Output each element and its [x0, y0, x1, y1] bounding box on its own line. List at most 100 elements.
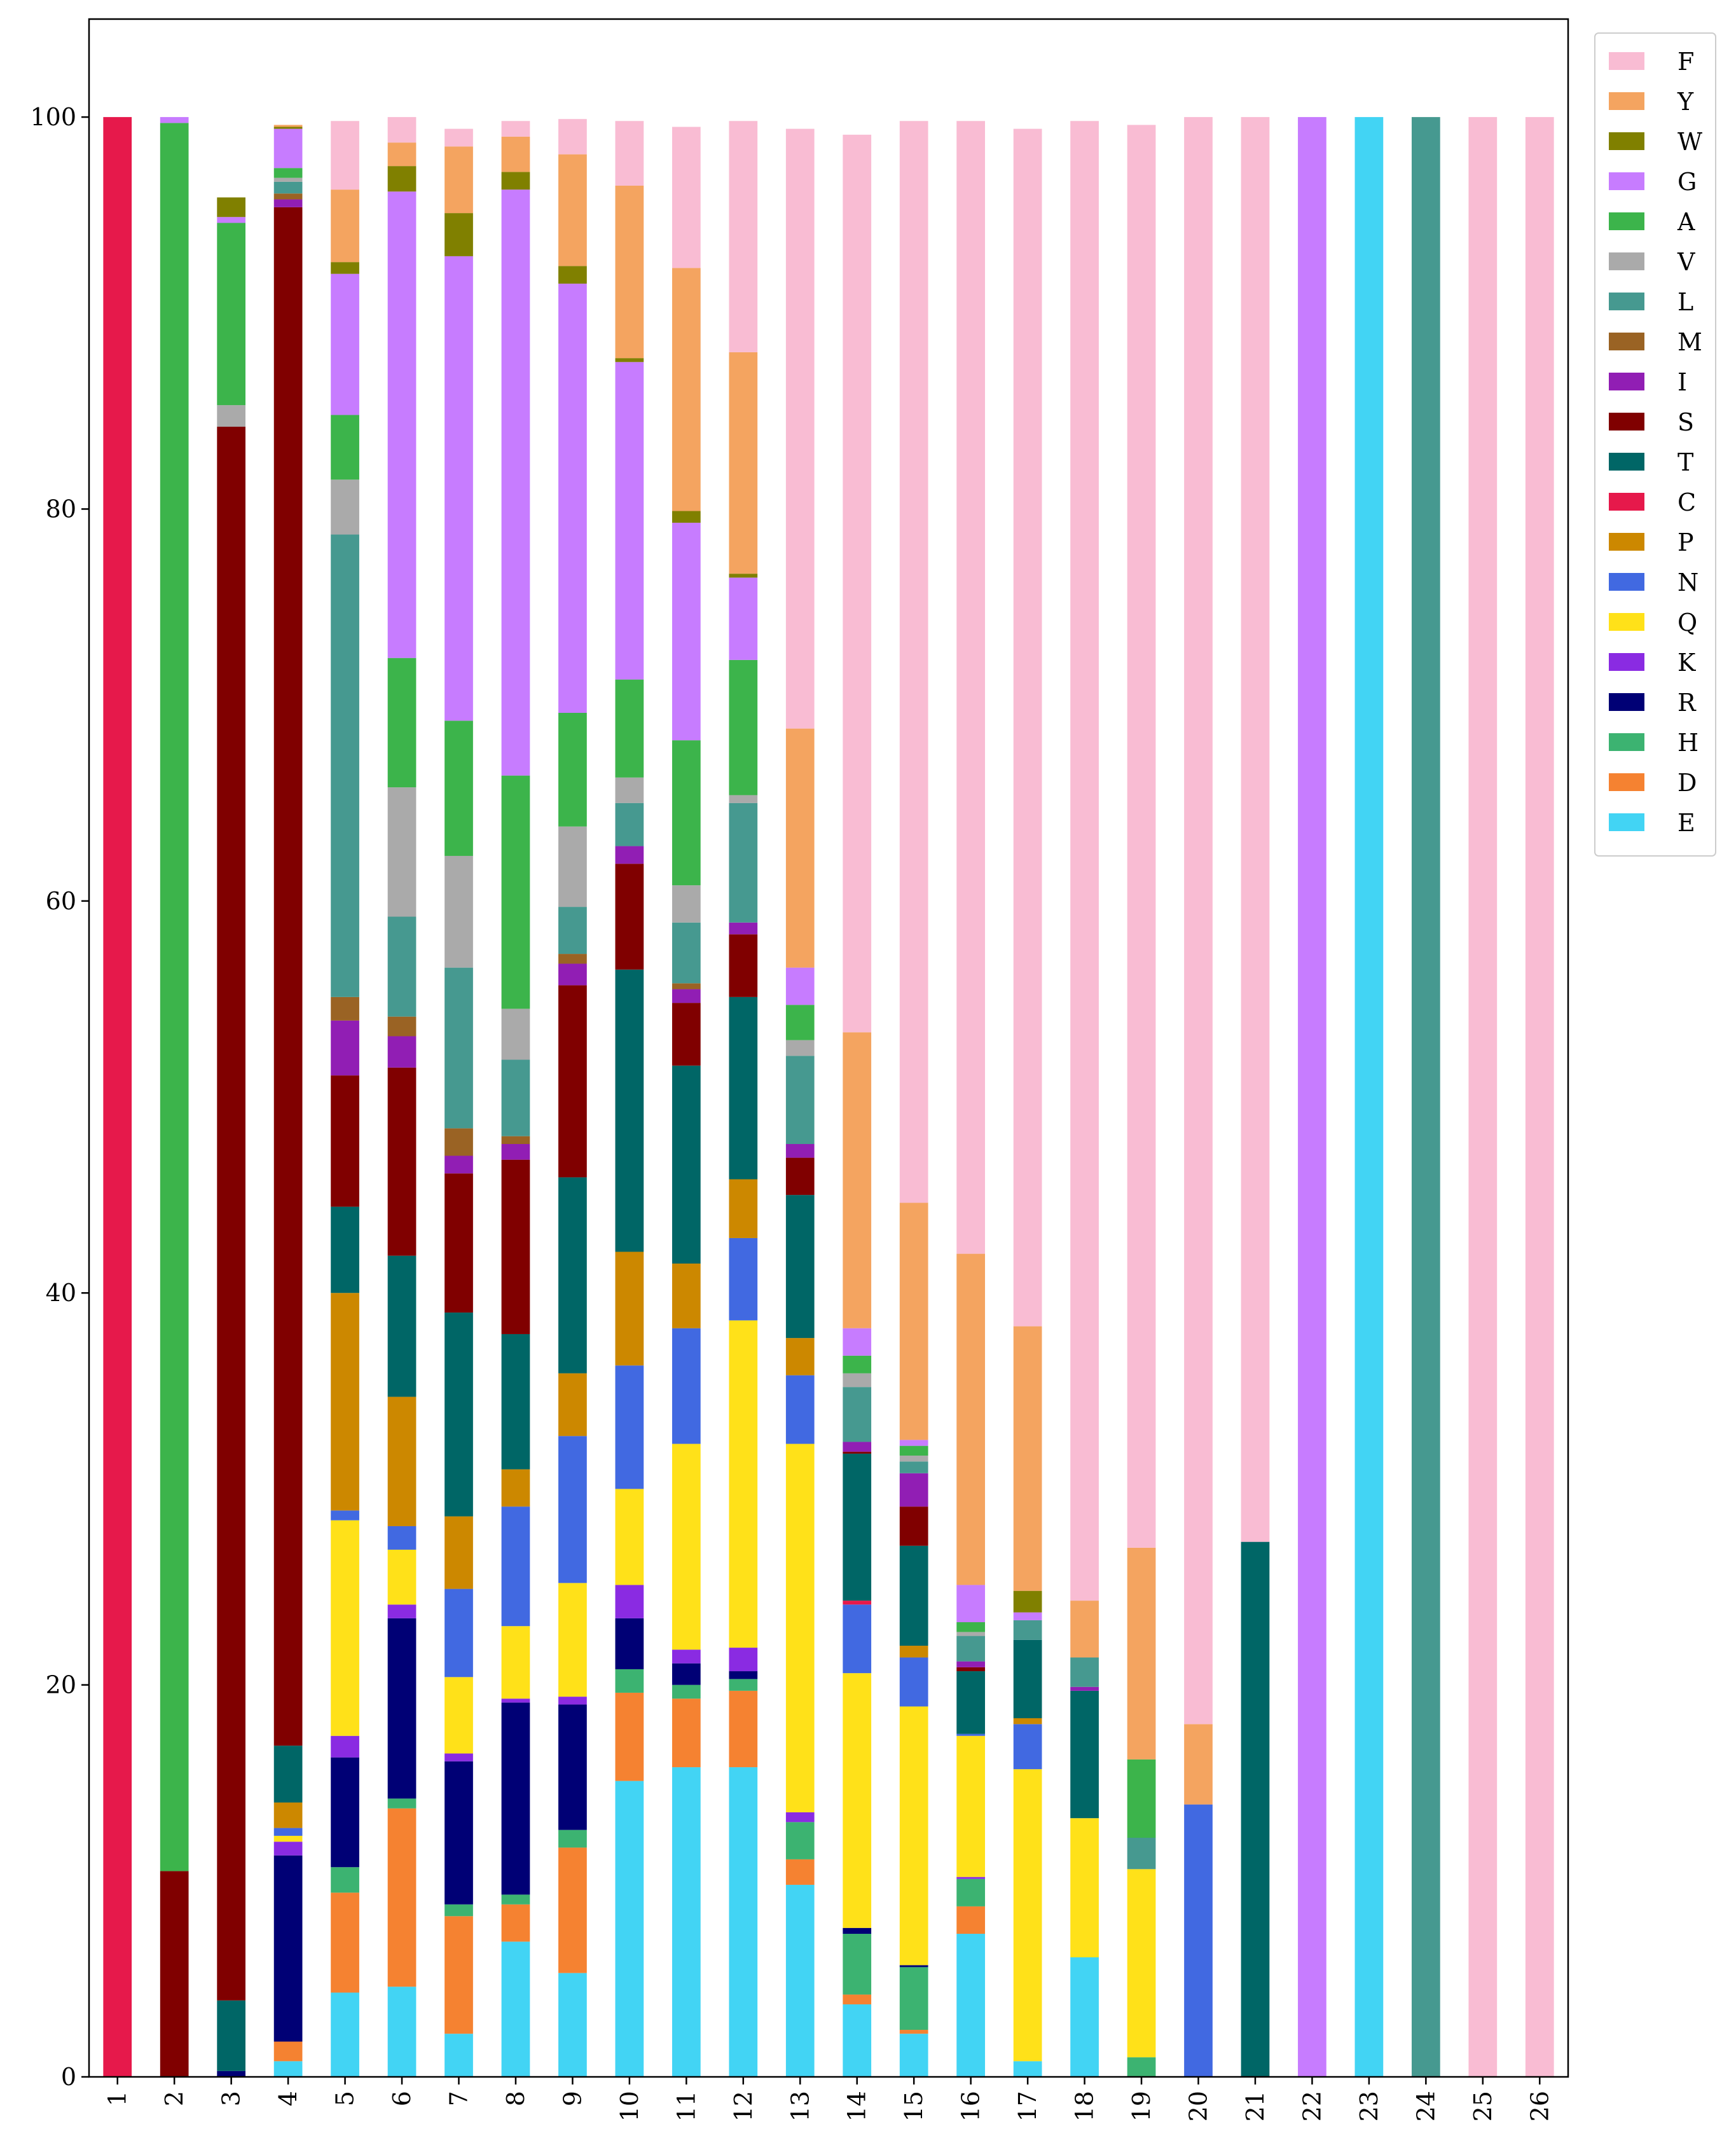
legend-swatch-c	[1609, 493, 1644, 511]
bar-segment-f-12	[729, 121, 758, 352]
bar-segment-d-9	[558, 1847, 587, 1973]
bar-segment-s-16	[956, 1667, 986, 1672]
bar-segment-k-9	[558, 1697, 587, 1705]
legend-swatch-n	[1609, 573, 1644, 591]
bar-segment-p-4	[273, 1802, 303, 1828]
bar-segment-p-9	[558, 1373, 587, 1437]
bar-segment-y-8	[501, 136, 530, 172]
bar-segment-f-26	[1525, 117, 1554, 2077]
bar-segment-n-17	[1013, 1724, 1042, 1770]
legend-swatch-v	[1609, 252, 1644, 270]
legend-swatch-m	[1609, 333, 1644, 350]
bar-segment-y-20	[1184, 1724, 1213, 1805]
bar-segment-t-14	[843, 1453, 872, 1601]
bar-segment-l-16	[956, 1636, 986, 1662]
bar-segment-i-5	[331, 1020, 359, 1076]
legend-label-i: I	[1677, 368, 1687, 396]
bar-segment-p-6	[387, 1396, 417, 1526]
bar-segment-l-10	[615, 803, 644, 846]
legend-swatch-w	[1609, 132, 1644, 150]
bar-segment-n-7	[444, 1588, 473, 1678]
bar-segment-r-6	[387, 1618, 417, 1799]
x-tick-label: 12	[729, 2091, 757, 2121]
bar-segment-a-6	[387, 658, 417, 788]
bar-segment-q-14	[843, 1673, 872, 1928]
bar-segment-t-21	[1241, 1541, 1270, 2077]
bar-segment-v-8	[501, 1009, 530, 1060]
bar-segment-d-16	[956, 1906, 986, 1934]
bar-segment-q-8	[501, 1626, 530, 1699]
bar-segment-t-17	[1013, 1639, 1042, 1719]
bar-segment-q-19	[1127, 1869, 1156, 2058]
legend-label-t: T	[1677, 448, 1693, 476]
bar-segment-d-15	[899, 2030, 928, 2034]
legend-label-y: Y	[1677, 88, 1694, 116]
x-tick-label: 19	[1127, 2091, 1155, 2121]
bar-segment-f-6	[387, 117, 417, 143]
bar-segment-a-7	[444, 720, 473, 856]
bar-segment-i-18	[1070, 1686, 1099, 1691]
plot-frame	[88, 18, 1569, 2078]
bar-segment-a-14	[843, 1355, 872, 1374]
bar-segment-a-11	[672, 740, 701, 886]
bar-segment-v-9	[558, 826, 587, 907]
bar-segment-a-4	[273, 168, 303, 178]
bar-segment-i-4	[273, 199, 303, 207]
bar-segment-k-7	[444, 1753, 473, 1761]
legend-swatch-k	[1609, 653, 1644, 671]
x-tick-label: 20	[1185, 2091, 1213, 2121]
bar-segment-a-8	[501, 775, 530, 1009]
bar-segment-e-12	[729, 1767, 758, 2077]
bar-segment-v-5	[331, 479, 359, 535]
bar-segment-w-5	[331, 262, 359, 274]
bar-segment-q-5	[331, 1520, 359, 1736]
bar-segment-g-8	[501, 190, 530, 776]
bar-segment-e-4	[273, 2061, 303, 2077]
bar-segment-r-14	[843, 1927, 872, 1934]
legend-swatch-p	[1609, 533, 1644, 551]
bar-segment-e-13	[785, 1884, 815, 2077]
legend-label-n: N	[1677, 569, 1698, 596]
bar-segment-y-17	[1013, 1326, 1042, 1591]
bar-segment-v-15	[899, 1456, 928, 1462]
x-tick-label: 9	[558, 2091, 586, 2106]
bar-segment-h-5	[331, 1867, 359, 1893]
bar-segment-p-10	[615, 1251, 644, 1366]
x-tick-label: 17	[1014, 2091, 1042, 2121]
bar-segment-r-7	[444, 1761, 473, 1905]
bar-segment-f-18	[1070, 121, 1099, 1601]
x-tick-label: 18	[1071, 2091, 1099, 2121]
bar-segment-g-15	[899, 1440, 928, 1446]
bar-segment-y-13	[785, 728, 815, 968]
bar-segment-l-12	[729, 803, 758, 923]
bar-segment-g-3	[217, 217, 246, 223]
bar-segment-h-8	[501, 1894, 530, 1905]
bar-segment-w-11	[672, 511, 701, 523]
bar-segment-l-6	[387, 916, 417, 1017]
bar-segment-g-10	[615, 362, 644, 680]
bar-segment-l-24	[1411, 117, 1440, 2077]
bar-segment-w-8	[501, 172, 530, 190]
bar-segment-a-5	[331, 415, 359, 480]
x-tick-label: 26	[1526, 2091, 1553, 2121]
bar-segment-m-11	[672, 983, 701, 989]
legend-swatch-d	[1609, 773, 1644, 791]
bar-segment-p-8	[501, 1469, 530, 1507]
bar-segment-t-8	[501, 1333, 530, 1470]
bar-segment-k-10	[615, 1585, 644, 1618]
bar-segment-p-11	[672, 1264, 701, 1328]
y-tick-label: 20	[46, 1671, 76, 1699]
bar-segment-g-16	[956, 1585, 986, 1622]
x-tick-label: 5	[331, 2091, 359, 2106]
bar-segment-h-14	[843, 1934, 872, 1995]
bar-segment-s-14	[843, 1451, 872, 1454]
bar-segment-c-1	[103, 117, 132, 2077]
bar-segment-q-16	[956, 1735, 986, 1877]
bar-segment-v-16	[956, 1632, 986, 1636]
x-tick-label: 25	[1469, 2091, 1497, 2121]
bar-segment-n-8	[501, 1506, 530, 1627]
bar-segment-r-9	[558, 1704, 587, 1830]
bar-segment-w-12	[729, 574, 758, 578]
bar-segment-n-9	[558, 1436, 587, 1583]
bar-segment-f-8	[501, 121, 530, 137]
